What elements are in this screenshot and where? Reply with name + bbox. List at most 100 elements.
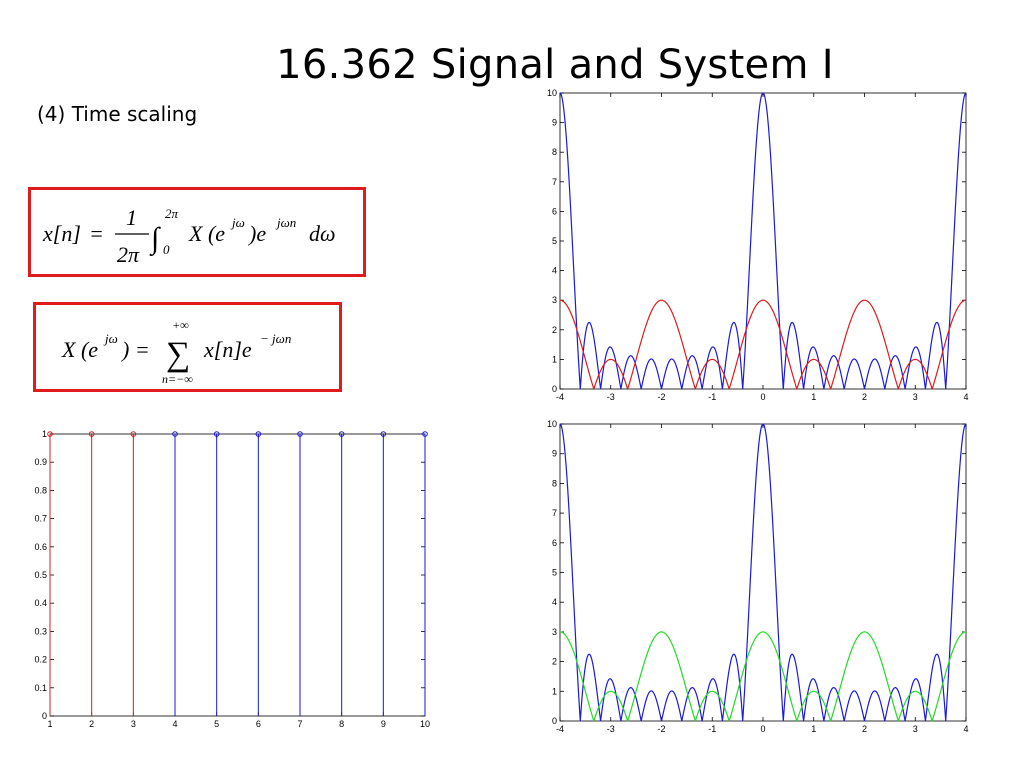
stem-ytick-label: 0.9 <box>34 457 47 467</box>
eq2-sum: ∑ <box>166 336 190 373</box>
stem-xtick-label: 1 <box>47 719 52 729</box>
spectrum-top-ytick-label: 8 <box>552 147 557 157</box>
spectrum-bottom-series-line-2 <box>559 631 967 722</box>
spectrum-top-ytick-label: 7 <box>552 177 557 187</box>
spectrum-bottom-xtick-label: -4 <box>556 724 564 734</box>
stem-ytick-label: 0.7 <box>34 514 47 524</box>
stem-ytick-label: 0.8 <box>34 485 47 495</box>
stem-xtick-label: 7 <box>297 719 302 729</box>
eq1-frac-den: 2π <box>117 242 140 267</box>
spectrum-bottom-ytick-label: 3 <box>552 627 557 637</box>
spectrum-top-ytick-label: 4 <box>552 266 557 276</box>
spectrum-top-xtick-label: 1 <box>811 392 816 402</box>
spectrum-bottom-xtick-label: 3 <box>913 724 918 734</box>
eq1-upper-limit: 2π <box>165 206 179 221</box>
stem-xtick-label: 3 <box>131 719 136 729</box>
spectrum-top-xtick-label: 2 <box>862 392 867 402</box>
spectrum-top-ytick-label: 3 <box>552 295 557 305</box>
stem-ytick-label: 0.2 <box>34 655 47 665</box>
spectrum-top-ytick-label: 1 <box>552 354 557 364</box>
eq1-equals: = <box>89 221 104 246</box>
spectrum-bottom-xtick-label: 0 <box>760 724 765 734</box>
stem-xtick-label: 8 <box>339 719 344 729</box>
spectrum-top-xtick-label: 4 <box>963 392 968 402</box>
eq1-frac-num: 1 <box>126 205 137 230</box>
spectrum-bottom-xtick-label: -2 <box>657 724 665 734</box>
stem-axes-frame <box>49 433 426 717</box>
spectrum-top-xtick-label: 3 <box>913 392 918 402</box>
eq1-integral: ∫ <box>149 222 161 257</box>
spectrum-bottom-ytick-label: 5 <box>552 568 557 578</box>
spectrum-top-xtick-label: -1 <box>708 392 716 402</box>
spectrum-bottom-xtick-label: 2 <box>862 724 867 734</box>
stem-marker <box>338 431 345 437</box>
eq1-body2: )e <box>247 221 266 246</box>
analysis-equation: X (e jω ) = +∞ ∑ n=−∞ x[n]e − jωn <box>61 318 291 386</box>
eq2-lhs: X (e <box>61 337 98 362</box>
spectrum-top-xtick-label: 0 <box>760 392 765 402</box>
spectrum-top-xtick-label: -4 <box>556 392 564 402</box>
spectrum-bottom-ytick-label: 2 <box>552 657 557 667</box>
spectrum-top-ytick-label: 10 <box>547 88 557 98</box>
spectrum-top-ytick-label: 0 <box>552 384 557 394</box>
section-subtitle: (4) Time scaling <box>37 102 198 126</box>
eq2-body: x[n]e <box>203 337 252 362</box>
stem-xtick-label: 10 <box>420 719 430 729</box>
eq1-body: X (e <box>188 221 225 246</box>
stem-xtick-label: 2 <box>89 719 94 729</box>
stem-ytick-label: 0 <box>42 711 47 721</box>
eq1-lower-limit: 0 <box>163 242 170 257</box>
eq1-diff: dω <box>309 221 336 246</box>
stem-ytick-label: 0.3 <box>34 626 47 636</box>
eq2-lhs2: ) = <box>120 337 150 362</box>
stem-ytick-label: 0.6 <box>34 542 47 552</box>
stem-marker <box>297 431 303 437</box>
stem-marker <box>47 431 53 437</box>
eq2-upper-limit: +∞ <box>172 318 189 332</box>
stem-marker <box>130 431 137 437</box>
spectrum-plot-bottom-svg: -4 -3 -2 -1 0 1 2 3 4 0 1 2 3 4 5 6 7 8 9 10 <box>547 419 969 734</box>
stem-ytick-label: 0.1 <box>34 683 47 693</box>
stem-plot: 1 2 3 4 5 6 7 8 9 10 0 0.1 0.2 0.3 0.4 0.5 0.6 0.7 0.8 0.9 1 <box>30 426 440 739</box>
spectrum-top-ytick-label: 5 <box>552 236 557 246</box>
analysis-equation-box: X (e jω ) = +∞ ∑ n=−∞ x[n]e − jωn <box>33 302 342 392</box>
stem-ytick-label: 0.5 <box>34 570 47 580</box>
spectrum-top-xtick-label: -3 <box>607 392 615 402</box>
eq1-body2-sup: jωn <box>275 215 296 230</box>
stem-xtick-label: 6 <box>256 719 261 729</box>
spectrum-top-axes-frame <box>559 92 967 390</box>
stem-xtick-label: 9 <box>381 719 386 729</box>
spectrum-bottom-xtick-label: -3 <box>607 724 615 734</box>
synthesis-equation: x[n] = 1 2π ∫ 2π 0 X (e jω )e jωn dω <box>42 205 336 267</box>
spectrum-bottom-axes-frame <box>559 423 967 722</box>
spectrum-top-series-line-2 <box>559 299 967 390</box>
stem-marker <box>172 431 178 437</box>
eq2-body-sup: − jωn <box>260 331 291 346</box>
spectrum-bottom-ytick-label: 4 <box>552 597 557 607</box>
spectrum-bottom-ytick-label: 10 <box>547 419 557 429</box>
spectrum-bottom-series-line-1 <box>559 423 967 722</box>
spectrum-top-ytick-label: 6 <box>552 206 557 216</box>
spectrum-bottom-ytick-label: 7 <box>552 508 557 518</box>
stem-marker <box>422 431 428 437</box>
eq1-lhs: x[n] <box>42 221 81 246</box>
spectrum-top-ytick-label: 2 <box>552 325 557 335</box>
slide-title: 16.362 Signal and System I <box>276 42 834 88</box>
spectrum-top-series-line-1 <box>559 92 967 390</box>
stem-xtick-label: 5 <box>214 719 219 729</box>
spectrum-bottom-ytick-label: 9 <box>552 449 557 459</box>
eq2-lower-limit: n=−∞ <box>162 372 193 386</box>
spectrum-plot-bottom: -4 -3 -2 -1 0 1 2 3 4 0 1 2 3 4 5 6 7 8 9 10 <box>538 416 974 747</box>
spectrum-top-xtick-label: -2 <box>657 392 665 402</box>
spectrum-bottom-ytick-label: 8 <box>552 478 557 488</box>
stem-marker <box>213 431 220 437</box>
eq2-lhs-sup: jω <box>103 331 118 346</box>
spectrum-top-ytick-label: 9 <box>552 118 557 128</box>
stem-xtick-label: 4 <box>172 719 177 729</box>
spectrum-bottom-xtick-label: -1 <box>708 724 716 734</box>
spectrum-bottom-ytick-label: 6 <box>552 538 557 548</box>
spectrum-bottom-ytick-label: 0 <box>552 716 557 726</box>
stem-plot-svg: 1 2 3 4 5 6 7 8 9 10 0 0.1 0.2 0.3 0.4 0.5 0.6 0.7 0.8 0.9 1 <box>34 429 430 729</box>
eq1-body-sup: jω <box>230 215 245 230</box>
stem-marker <box>380 431 387 437</box>
